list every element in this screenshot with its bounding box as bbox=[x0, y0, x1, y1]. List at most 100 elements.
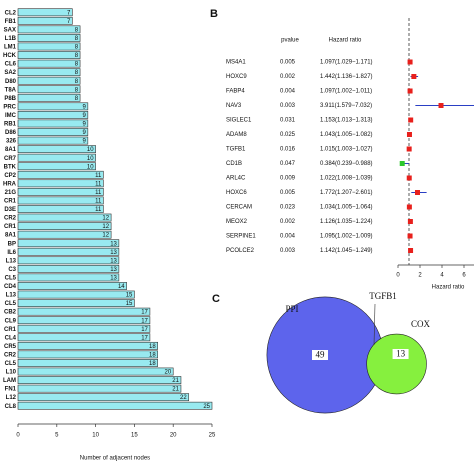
y-tick-label: CR2 bbox=[4, 216, 17, 222]
y-tick-label: IL6 bbox=[7, 250, 16, 256]
bar bbox=[17, 179, 104, 188]
bar bbox=[17, 290, 135, 299]
value-label: 15 bbox=[126, 293, 133, 299]
y-tick-label: P8B bbox=[4, 96, 16, 102]
bar bbox=[17, 68, 81, 77]
value-label: 22 bbox=[180, 395, 187, 401]
y-tick-label: L12 bbox=[6, 395, 17, 401]
value-label: 8 bbox=[75, 53, 79, 59]
gene-label: ADAM8 bbox=[226, 132, 247, 138]
forest-plot bbox=[399, 18, 474, 265]
bar bbox=[17, 153, 96, 162]
hazard-ratio-label: 1.142(1.045−1.249) bbox=[320, 248, 373, 254]
bar bbox=[17, 136, 89, 145]
value-label: 7 bbox=[67, 19, 71, 25]
value-label: 9 bbox=[82, 139, 86, 145]
bar bbox=[17, 376, 182, 384]
bar bbox=[17, 196, 104, 205]
value-label: 9 bbox=[82, 113, 86, 119]
value-label: 25 bbox=[203, 404, 210, 410]
value-label: 9 bbox=[82, 130, 86, 136]
y-tick-label: D3E bbox=[4, 207, 16, 213]
y-tick-label: LM1 bbox=[4, 45, 17, 51]
gene-label: HOXC6 bbox=[226, 190, 247, 196]
bar bbox=[17, 145, 96, 154]
pvalue: 0.016 bbox=[280, 147, 296, 153]
value-label: 10 bbox=[87, 164, 94, 170]
point bbox=[406, 175, 412, 181]
value-label: 18 bbox=[149, 352, 156, 358]
value-label: 8 bbox=[75, 87, 79, 93]
pvalue: 0.004 bbox=[280, 89, 296, 95]
x-tick-label: 25 bbox=[209, 433, 216, 439]
gene-label: SERPINE1 bbox=[226, 234, 256, 240]
column-header: Hazard ratio bbox=[329, 38, 362, 44]
bar bbox=[17, 111, 89, 119]
value-label: 17 bbox=[141, 310, 148, 316]
point bbox=[406, 146, 412, 152]
count-label: 13 bbox=[396, 349, 406, 359]
hazard-ratio-label: 1.772(1.207−2.601) bbox=[320, 190, 373, 196]
point bbox=[406, 204, 412, 210]
gene-label: TGFB1 bbox=[226, 147, 246, 153]
y-tick-label: IMC bbox=[5, 113, 17, 119]
value-label: 13 bbox=[110, 241, 117, 247]
y-tick-label: CR1 bbox=[4, 199, 17, 205]
y-tick-label: PRC bbox=[3, 104, 16, 110]
bar bbox=[17, 324, 151, 333]
value-label: 17 bbox=[141, 327, 148, 333]
y-tick-label: L1B bbox=[5, 36, 17, 42]
point bbox=[408, 248, 414, 253]
pvalue: 0.009 bbox=[280, 176, 296, 182]
x-tick-label: 10 bbox=[92, 433, 99, 439]
point bbox=[406, 132, 412, 137]
y-tick-label: SAX bbox=[4, 27, 16, 33]
value-label: 9 bbox=[82, 122, 86, 128]
bar bbox=[17, 230, 112, 239]
value-label: 21 bbox=[172, 387, 179, 393]
hazard-ratio-label: 0.384(0.239−0.988) bbox=[320, 161, 373, 167]
value-label: 12 bbox=[102, 233, 109, 239]
bar bbox=[17, 367, 174, 376]
x-tick-label: 4 bbox=[440, 273, 444, 279]
y-tick-label: CP2 bbox=[4, 173, 16, 179]
y-tick-label: LAM bbox=[3, 378, 16, 384]
point bbox=[411, 74, 417, 79]
column-header: pvalue bbox=[281, 38, 299, 44]
bar bbox=[17, 264, 120, 273]
pvalue: 0.002 bbox=[280, 74, 296, 80]
bar bbox=[17, 59, 81, 68]
gene-label: MS4A1 bbox=[226, 60, 246, 66]
y-tick-label: L13 bbox=[6, 258, 17, 264]
gene-label: HOXC9 bbox=[226, 74, 247, 80]
y-tick-label: CR2 bbox=[4, 352, 17, 358]
venn-set bbox=[366, 333, 427, 395]
pvalue: 0.004 bbox=[280, 234, 296, 240]
bar bbox=[17, 76, 81, 85]
x-tick-label: 2 bbox=[418, 273, 422, 279]
bar bbox=[17, 256, 120, 265]
hazard-ratio-label: 1.442(1.136−1.827) bbox=[320, 74, 373, 80]
x-tick-label: 20 bbox=[170, 433, 177, 439]
pvalue: 0.003 bbox=[280, 248, 296, 254]
y-tick-label: CB2 bbox=[4, 310, 17, 316]
value-label: 13 bbox=[110, 267, 117, 273]
pvalue: 0.047 bbox=[280, 161, 296, 167]
count-box bbox=[312, 350, 328, 360]
panel-label: C bbox=[212, 293, 220, 305]
value-label: 20 bbox=[165, 370, 172, 376]
bar bbox=[17, 341, 158, 350]
hazard-ratio-label: 1.015(1.003−1.027) bbox=[320, 147, 373, 153]
x-tick-label: 0 bbox=[396, 273, 400, 279]
bar bbox=[17, 188, 104, 196]
y-tick-label: HRA bbox=[3, 181, 17, 187]
y-tick-label: HCK bbox=[3, 53, 17, 59]
y-tick-label: D86 bbox=[5, 130, 17, 136]
y-tick-label: BP bbox=[8, 241, 16, 247]
y-tick-label: CL8 bbox=[5, 404, 17, 410]
value-label: 8 bbox=[75, 96, 79, 102]
value-label: 8 bbox=[75, 36, 79, 42]
count-box bbox=[392, 349, 409, 359]
value-label: 11 bbox=[95, 181, 102, 187]
y-tick-label: CR7 bbox=[4, 156, 17, 162]
